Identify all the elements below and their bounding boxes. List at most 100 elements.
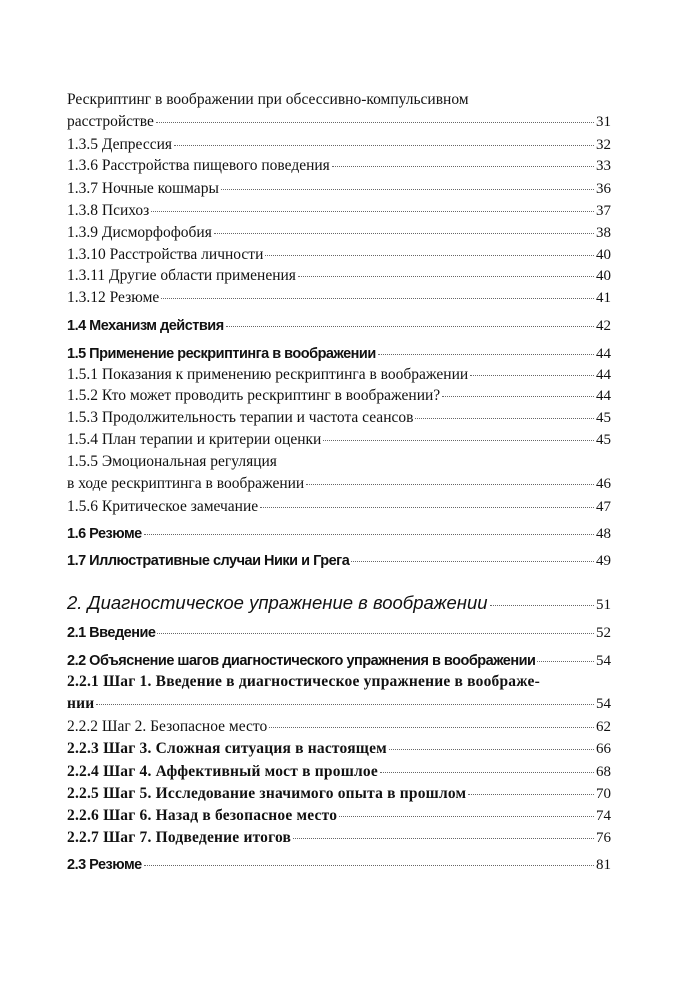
- toc-entry-page-number: 46: [596, 476, 611, 492]
- toc-entry-title: 1.4 Механизм действия: [67, 318, 224, 334]
- toc-entry-page-number: 36: [596, 181, 611, 197]
- toc-entry[interactable]: 2.2.2 Шаг 2. Безопасное место 62: [67, 716, 611, 738]
- toc-entry[interactable]: 2.2.3 Шаг 3. Сложная ситуация в настояще…: [67, 738, 611, 760]
- toc-entry-row: 2.2.3 Шаг 3. Сложная ситуация в настояще…: [67, 738, 611, 760]
- toc-entry-page-number: 49: [596, 553, 611, 569]
- dot-leader: [225, 326, 594, 327]
- toc-entry[interactable]: 2.2.5 Шаг 5. Исследование значимого опыт…: [67, 783, 611, 805]
- toc-entry[interactable]: 2.1 Введение 52: [67, 622, 611, 644]
- toc-entry-title: 2.2.2 Шаг 2. Безопасное место: [67, 718, 268, 735]
- toc-entry-row: 1.3.6 Расстройства пищевого поведения 33: [67, 155, 611, 177]
- toc-entry[interactable]: 2.2.1 Шаг 1. Введение в диагностическое …: [67, 671, 611, 715]
- toc-entry-title: 1.3.8 Психоз: [67, 202, 150, 219]
- dot-leader: [157, 633, 594, 634]
- toc-entry-title-line1: Рескриптинг в воображении при обсессивно…: [67, 91, 469, 108]
- toc-entry-page-number: 52: [596, 625, 611, 641]
- toc-entry-title: 1.5.6 Критическое замечание: [67, 498, 259, 515]
- toc-entry-title: 1.7 Иллюстративные случаи Ники и Грега: [67, 553, 350, 569]
- dot-leader: [442, 396, 594, 397]
- toc-entry-title: 2. Диагностическое упражнение в воображе…: [67, 592, 488, 613]
- toc-entry[interactable]: 1.5.2 Кто может проводить рескриптинг в …: [67, 385, 611, 407]
- toc-entry[interactable]: 1.5.6 Критическое замечание 47: [67, 496, 611, 518]
- dot-leader: [468, 794, 594, 795]
- toc-entry-page-number: 54: [596, 653, 611, 669]
- toc-entry-page-number: 42: [596, 318, 611, 334]
- toc-entry[interactable]: 1.3.5 Депрессия 32: [67, 134, 611, 156]
- toc-entry-title: 1.3.6 Расстройства пищевого поведения: [67, 157, 330, 174]
- toc-entry[interactable]: 1.3.7 Ночные кошмары 36: [67, 178, 611, 200]
- toc-entry[interactable]: 1.5 Применение рескриптинга в воображени…: [67, 343, 611, 365]
- dot-leader: [143, 534, 594, 535]
- toc-entry-row: 1.5 Применение рескриптинга в воображени…: [67, 343, 611, 365]
- toc-entry[interactable]: 1.5.3 Продолжительность терапии и частот…: [67, 407, 611, 429]
- toc-entry-row: 1.5.3 Продолжительность терапии и частот…: [67, 407, 611, 429]
- toc-entry-title: 1.5.2 Кто может проводить рескриптинг в …: [67, 387, 441, 404]
- toc-entry-page-number: 47: [596, 499, 611, 515]
- toc-entry-title: 1.5 Применение рескриптинга в воображени…: [67, 346, 376, 362]
- toc-entry-row: 1.5.2 Кто может проводить рескриптинг в …: [67, 385, 611, 407]
- toc-entry[interactable]: 1.3.9 Дисморфофобия 38: [67, 222, 611, 244]
- toc-entry-page-number: 70: [596, 786, 611, 802]
- toc-entry-row: 1.6 Резюме 48: [67, 523, 611, 545]
- toc-entry-page-number: 44: [596, 367, 611, 383]
- toc-entry-page-number: 37: [596, 203, 611, 219]
- toc-entry[interactable]: 2.2.6 Шаг 6. Назад в безопасное место 74: [67, 805, 611, 827]
- toc-entry[interactable]: 1.7 Иллюстративные случаи Ники и Грега 49: [67, 550, 611, 572]
- toc-entry-title: 2.2.7 Шаг 7. Подведение итогов: [67, 829, 292, 846]
- toc-entry-page-number: 51: [596, 597, 611, 613]
- toc-entry-title: 1.3.11 Другие области применения: [67, 267, 296, 284]
- toc-entry[interactable]: 1.3.6 Расстройства пищевого поведения 33: [67, 155, 611, 177]
- toc-entry[interactable]: 1.5.4 План терапии и критерии оценки 45: [67, 429, 611, 451]
- toc-entry[interactable]: 2.2.7 Шаг 7. Подведение итогов 76: [67, 827, 611, 849]
- toc-entry[interactable]: 1.5.5 Эмоциональная регуляция в ходе реск…: [67, 451, 611, 495]
- toc-entry[interactable]: 2.3 Резюме 81: [67, 854, 611, 876]
- toc-entry[interactable]: 1.4 Механизм действия 42: [67, 315, 611, 337]
- dot-leader: [269, 727, 594, 728]
- toc-entry-title-line1: 1.5.5 Эмоциональная регуляция: [67, 453, 277, 470]
- dot-leader: [331, 166, 594, 167]
- toc-entry[interactable]: 2.2 Объяснение шагов диагностического уп…: [67, 650, 611, 672]
- dot-leader: [537, 661, 594, 662]
- toc-entry-page-number: 68: [596, 764, 611, 780]
- dot-leader: [339, 816, 594, 817]
- dot-leader: [143, 865, 594, 866]
- toc-entry-page-number: 44: [596, 346, 611, 362]
- toc-entry-page-number: 33: [596, 158, 611, 174]
- dot-leader: [489, 605, 594, 606]
- toc-entry-title: нии: [67, 695, 95, 712]
- toc-entry-row: 2.2.2 Шаг 2. Безопасное место 62: [67, 716, 611, 738]
- toc-entry[interactable]: 2.2.4 Шаг 4. Аффективный мост в прошлое 6…: [67, 761, 611, 783]
- dot-leader: [415, 418, 594, 419]
- toc-entry-row: нии 54: [67, 693, 611, 715]
- toc-entry[interactable]: 1.3.12 Резюме 41: [67, 287, 611, 309]
- toc-entry-row: в ходе рескриптинга в воображении 46: [67, 473, 611, 495]
- toc-entry-row: 1.4 Механизм действия 42: [67, 315, 611, 337]
- toc-entry-row: 1.3.10 Расстройства личности 40: [67, 244, 611, 266]
- dot-leader: [306, 484, 594, 485]
- toc-entry[interactable]: Рескриптинг в воображении при обсессивно…: [67, 89, 611, 133]
- toc-entry[interactable]: 1.3.10 Расстройства личности 40: [67, 244, 611, 266]
- toc-entry[interactable]: 1.6 Резюме 48: [67, 523, 611, 545]
- dot-leader: [155, 122, 594, 123]
- toc-entry[interactable]: 1.3.8 Психоз 37: [67, 200, 611, 222]
- toc-entry-title: в ходе рескриптинга в воображении: [67, 475, 305, 492]
- toc-entry-row: 2.2.7 Шаг 7. Подведение итогов 76: [67, 827, 611, 849]
- toc-entry-page-number: 32: [596, 137, 611, 153]
- toc-entry-page-number: 76: [596, 830, 611, 846]
- dot-leader: [213, 233, 594, 234]
- toc-entry-row: 1.3.8 Психоз 37: [67, 200, 611, 222]
- toc-entry-page-number: 41: [596, 290, 611, 306]
- dot-leader: [470, 375, 594, 376]
- toc-entry-title-line1: 2.2.1 Шаг 1. Введение в диагностическое …: [67, 673, 540, 690]
- toc-entry-title: 2.2.5 Шаг 5. Исследование значимого опыт…: [67, 785, 467, 802]
- toc-entry-row: расстройстве 31: [67, 111, 611, 133]
- toc-entry[interactable]: 1.5.1 Показания к применению рескриптинг…: [67, 364, 611, 386]
- toc-entry-title: 1.3.7 Ночные кошмары: [67, 180, 219, 197]
- toc-entry[interactable]: 2. Диагностическое упражнение в воображе…: [67, 592, 611, 616]
- toc-entry-title: 2.2.3 Шаг 3. Сложная ситуация в настояще…: [67, 740, 387, 757]
- dot-leader: [351, 561, 594, 562]
- dot-leader: [379, 772, 594, 773]
- toc-entry-row: 1.5.4 План терапии и критерии оценки 45: [67, 429, 611, 451]
- dot-leader: [174, 145, 594, 146]
- toc-entry[interactable]: 1.3.11 Другие области применения 40: [67, 265, 611, 287]
